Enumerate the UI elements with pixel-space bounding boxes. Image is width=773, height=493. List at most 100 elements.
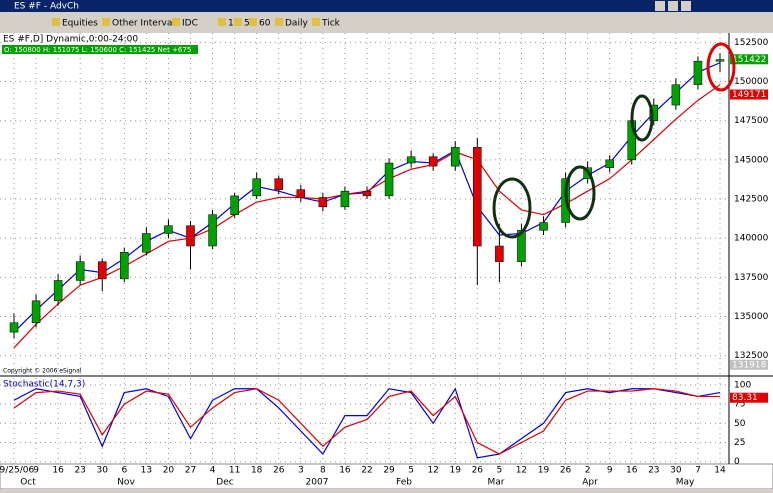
toolbar-icon[interactable]: [218, 18, 226, 26]
x-tick-label: 14: [714, 466, 726, 476]
toolbar-icon[interactable]: [312, 18, 320, 26]
toolbar-icon[interactable]: [249, 18, 257, 26]
price-tag: [730, 54, 768, 65]
toolbar-button[interactable]: 60: [259, 19, 271, 29]
candle-body: [517, 230, 526, 262]
stochastic-line: [13, 388, 720, 455]
toolbar-button[interactable]: 5: [244, 19, 250, 29]
y-tick-label: 152500: [734, 38, 769, 48]
toolbar-button[interactable]: 1: [228, 19, 234, 29]
header-bg: [2, 35, 120, 44]
x-tick-label: 9: [607, 466, 613, 476]
x-tick-label: 26: [472, 466, 484, 476]
toolbar-button[interactable]: Daily: [285, 19, 308, 29]
y-tick-label: 145000: [734, 155, 769, 165]
chart: 1325001350001375001400001425001450001475…: [0, 33, 769, 488]
candle-body: [605, 159, 614, 168]
plot-area: [0, 33, 729, 464]
x-tick-label: 16: [626, 466, 638, 476]
toolbar-icon[interactable]: [172, 18, 180, 26]
price-tag: [730, 359, 768, 370]
x-tick-label: 23: [648, 466, 659, 476]
price-tag-label: 83.31: [732, 393, 758, 403]
y-tick-label: 0: [734, 457, 740, 467]
annotation-circle: [492, 177, 532, 239]
candle-body: [31, 300, 41, 323]
candle-body: [451, 147, 460, 167]
candle-body: [252, 178, 261, 197]
toolbar-items: Equities Other Intervals IDC 1 5 60 Daily Tick: [52, 18, 341, 29]
toolbar-button[interactable]: Other Intervals: [112, 19, 180, 29]
toolbar-icon[interactable]: [275, 18, 283, 26]
toolbar-button[interactable]: Tick: [321, 19, 341, 29]
month-label: Nov: [117, 478, 135, 488]
x-tick-label: 4: [210, 466, 216, 476]
toolbar-icon[interactable]: [102, 18, 110, 26]
info: O: 150800 H: 151075 L: 150600 C: 151425 …: [4, 46, 191, 54]
title-bar: [0, 0, 773, 12]
x-tick-label: 30: [670, 466, 682, 476]
candle-body: [362, 190, 372, 197]
candle-body: [98, 261, 107, 280]
x-tick-label: 5: [408, 466, 414, 476]
candle-body: [649, 104, 659, 121]
annotation-circle: [706, 42, 736, 92]
y-tick-label: 75: [734, 400, 745, 410]
maximize[interactable]: [668, 1, 678, 11]
candle-body: [384, 162, 394, 197]
y-tick-label: 132500: [734, 351, 769, 361]
x-tick-label: 19: [450, 466, 462, 476]
toolbar-icon[interactable]: [52, 18, 60, 26]
x-tick-label: 2: [585, 466, 591, 476]
month-label: Dec: [216, 478, 233, 488]
x-tick-label: 18: [251, 466, 263, 476]
month-label: May: [676, 478, 695, 488]
candle-body: [495, 245, 504, 262]
candle-body: [318, 197, 328, 208]
x-tick-label: 26: [560, 466, 572, 476]
y-tick-label: 100: [734, 380, 751, 390]
x-tick-label: 13: [141, 466, 152, 476]
close[interactable]: [681, 1, 691, 11]
candle-body: [428, 156, 438, 167]
toolbar-icon[interactable]: [234, 18, 242, 26]
candle-body: [296, 189, 306, 198]
annotation-circle: [564, 165, 596, 221]
x-tick-label: 30: [97, 466, 109, 476]
candle-body: [142, 233, 151, 253]
y-tick-label: 150000: [734, 77, 769, 87]
x-tick-label: 6: [121, 466, 127, 476]
candle-body: [715, 59, 725, 62]
y-tick-label: 50: [734, 419, 746, 429]
x-tick-label: 3: [298, 466, 304, 476]
month-label: Apr: [582, 478, 598, 488]
x-tick-label: 22: [361, 466, 372, 476]
x-tick-label: 23: [74, 466, 85, 476]
y-tick-label: 137500: [734, 273, 769, 283]
x-tick-label: 12: [427, 466, 438, 476]
x-tick-label: 9: [33, 466, 39, 476]
candle-body: [120, 252, 129, 280]
candle-body: [274, 178, 283, 190]
x-tick-label: 20: [163, 466, 175, 476]
toolbar-button[interactable]: Equities: [62, 19, 98, 29]
price-tag-label: 131918: [732, 360, 767, 370]
price-tag: [730, 392, 768, 403]
candle-body: [340, 190, 350, 208]
y-tick-label: 147500: [734, 116, 769, 126]
annotation-circle: [630, 94, 654, 142]
x-tick-label: 16: [52, 466, 64, 476]
toolbar-button[interactable]: IDC: [182, 19, 198, 29]
x-tick-label: 27: [185, 466, 196, 476]
x-tick-label: 12: [516, 466, 527, 476]
y-tick-label: 142500: [734, 195, 769, 205]
x-tick-label: 11: [229, 466, 240, 476]
candle-body: [539, 222, 548, 231]
candle-body: [75, 261, 85, 281]
x-tick-label: 19: [538, 466, 550, 476]
minimize[interactable]: [655, 1, 665, 11]
chart-title: ES #F,D] Dynamic,0:00-24:00: [3, 35, 138, 45]
candle-body: [230, 195, 239, 215]
